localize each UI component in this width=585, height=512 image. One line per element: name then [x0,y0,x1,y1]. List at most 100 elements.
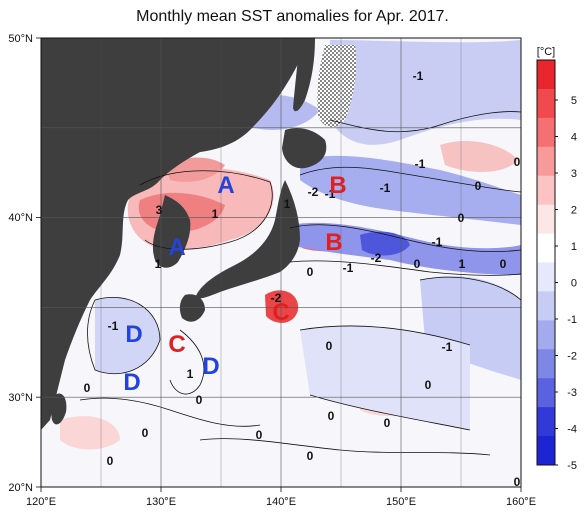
contour-label: -1 [432,235,443,249]
longitude-labels: 120°E 130°E 140°E 150°E 160°E [26,496,536,508]
colorbar-unit: [°C] [537,46,555,58]
lon-label: 130°E [146,496,176,508]
colorbar-swatch [537,262,555,292]
colorbar-tick-label: -1 [567,314,577,326]
contour-label: 1 [284,197,291,211]
warm-area-c [265,290,299,323]
contour-label: 0 [475,179,482,193]
contour-label: 0 [414,257,421,271]
colorbar-swatch [537,146,555,177]
contour-line [299,325,471,346]
contour-label: 0 [142,426,149,440]
contour-label: 0 [196,393,203,407]
land-masses [41,38,327,430]
colorbar-tick-label: -3 [567,387,577,399]
contour-line [79,397,261,427]
colorbar-swatch [537,60,555,90]
contour-label: 0 [326,339,333,353]
cool-area-east [420,276,521,380]
lon-label: 120°E [26,496,56,508]
contour-label: 0 [84,381,91,395]
colorbar-tick-label: 0 [571,278,577,290]
contour-label: 0 [384,416,391,430]
colorbar-swatch [537,204,555,235]
grid-lines [41,38,521,487]
land-sakhalin [293,38,315,112]
contour-label: 1 [212,207,219,221]
contour-label: 0 [514,475,521,489]
cool-area-oyashio [300,155,521,225]
contour-line [419,276,522,301]
contour-label: -1 [343,261,354,275]
contour-line [289,260,522,276]
lon-label: 160°E [506,496,536,508]
contour-label: 0 [307,449,314,463]
colorbar-frame [536,59,556,466]
colorbar-tick-label: 3 [571,168,577,180]
colorbar-swatch [537,233,555,263]
contour-label: 1 [187,367,194,381]
axis-ticks [36,37,522,492]
contour-label: 1 [155,257,162,271]
land-taiwan [51,393,67,425]
colorbar-swatch [537,291,555,321]
contour-label: 0 [458,211,465,225]
contour-label: 0 [307,265,314,279]
land-kyushu [179,294,205,322]
contour-label: -1 [380,181,391,195]
contour-label: 0 [500,257,507,271]
region-label-d: D [125,321,142,348]
land-asia-mainland [41,38,300,430]
lat-label: 40°N [8,212,33,224]
contour-line [309,394,471,431]
colorbar-tick-label: 5 [571,95,577,107]
map-title: Monthly mean SST anomalies for Apr. 2017… [136,8,449,25]
contour-label: 0 [107,454,114,468]
contour-label: 0 [328,409,335,423]
colorbar-tick-label: 4 [571,132,577,144]
land-honshu [195,180,300,299]
cool-anomaly-areas [95,40,521,430]
colorbar-swatch [537,175,555,206]
colorbar-swatch [537,88,555,119]
land-hokkaido [282,128,327,169]
contour-label: -2 [308,185,319,199]
contour-label: -2 [271,291,282,305]
colorbar-tick-label: 1 [571,241,577,253]
region-label-c: C [168,331,185,358]
lat-label: 50°N [8,33,33,45]
contour-value-labels: -1 0 -1 -1 0 -2 -1 1 3 1 1 0 -1 -2 0 -1 … [84,69,521,489]
region-label-d: D [202,353,219,380]
contour-line [87,297,161,374]
region-label-b: B [325,229,342,256]
contour-line [169,329,205,395]
colorbar-tick-label: -4 [567,424,577,436]
colorbar-swatch [537,378,555,408]
colorbar-swatch [537,117,555,148]
cool-area-kuril [330,40,521,145]
contour-label: -1 [442,340,453,354]
contour-label: 0 [425,378,432,392]
contour-label: -1 [415,157,426,171]
region-label-b: B [329,172,346,199]
region-label-c: C [272,299,289,326]
latitude-labels: 50°N 40°N 30°N 20°N [8,33,33,494]
region-label-a: A [168,234,185,261]
contour-line [289,224,522,253]
cool-area-south-pacific [300,325,470,430]
region-label-d: D [123,369,140,396]
lat-label: 20°N [8,482,33,494]
colorbar-tick-labels: 5 4 3 2 1 0 -1 -2 -3 -4 -5 [567,95,577,472]
contour-label: 0 [514,155,521,169]
warm-area-north-pacific [440,140,518,172]
contour-label: -1 [325,187,336,201]
colorbar-swatch [537,407,555,437]
contour-line [199,438,491,456]
colorbar-swatch [537,349,555,379]
contour-line [139,170,273,250]
lat-label: 30°N [8,392,33,404]
colorbar-tick-label: 2 [571,205,577,217]
contour-label: -1 [413,69,424,83]
colorbar-tick-label: -2 [567,351,577,363]
